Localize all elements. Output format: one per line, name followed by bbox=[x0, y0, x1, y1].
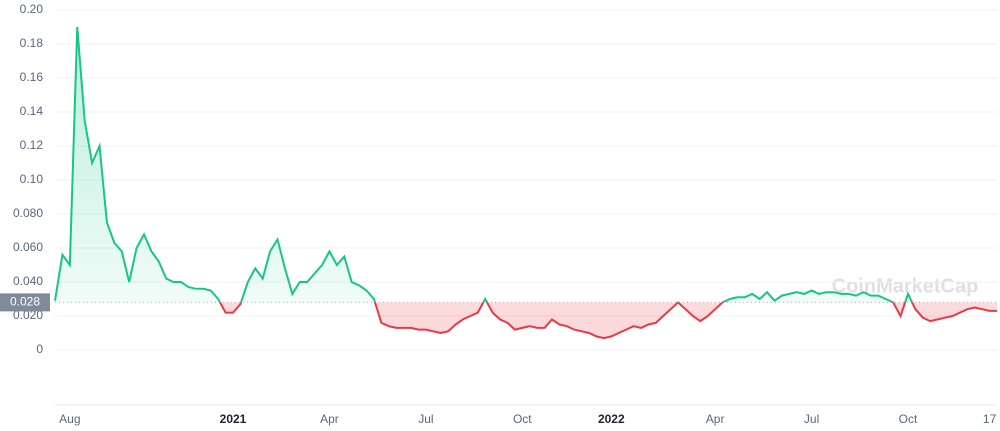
y-tick-label: 0.10 bbox=[20, 172, 44, 186]
area-up bbox=[55, 27, 913, 303]
x-tick-label: Aug bbox=[59, 412, 80, 426]
x-tick-label: Oct bbox=[899, 412, 918, 426]
x-tick-label: Jul bbox=[804, 412, 819, 426]
x-tick-label: 2022 bbox=[598, 412, 625, 426]
y-tick-label: 0.020 bbox=[13, 308, 43, 322]
x-tick-label: Oct bbox=[513, 412, 532, 426]
x-tick-label: Apr bbox=[706, 412, 725, 426]
baseline-label: 0.028 bbox=[10, 295, 40, 309]
price-line-down bbox=[218, 302, 997, 340]
y-tick-label: 0.16 bbox=[20, 70, 44, 84]
price-line-up bbox=[54, 26, 914, 303]
y-tick-label: 0.20 bbox=[20, 2, 44, 16]
x-tick-label: Apr bbox=[320, 412, 339, 426]
x-tick-label: 17 bbox=[983, 412, 997, 426]
y-tick-label: 0 bbox=[36, 342, 43, 356]
y-tick-label: 0.080 bbox=[13, 206, 43, 220]
baseline-label-box bbox=[0, 293, 50, 312]
area-down bbox=[55, 302, 997, 339]
y-tick-label: 0.18 bbox=[20, 36, 44, 50]
watermark: CoinMarketCap bbox=[832, 275, 979, 297]
y-tick-label: 0.040 bbox=[13, 274, 43, 288]
y-tick-label: 0.060 bbox=[13, 240, 43, 254]
x-tick-label: 2021 bbox=[220, 412, 247, 426]
y-tick-label: 0.14 bbox=[20, 104, 44, 118]
x-tick-label: Jul bbox=[418, 412, 433, 426]
y-tick-label: 0.12 bbox=[20, 138, 44, 152]
